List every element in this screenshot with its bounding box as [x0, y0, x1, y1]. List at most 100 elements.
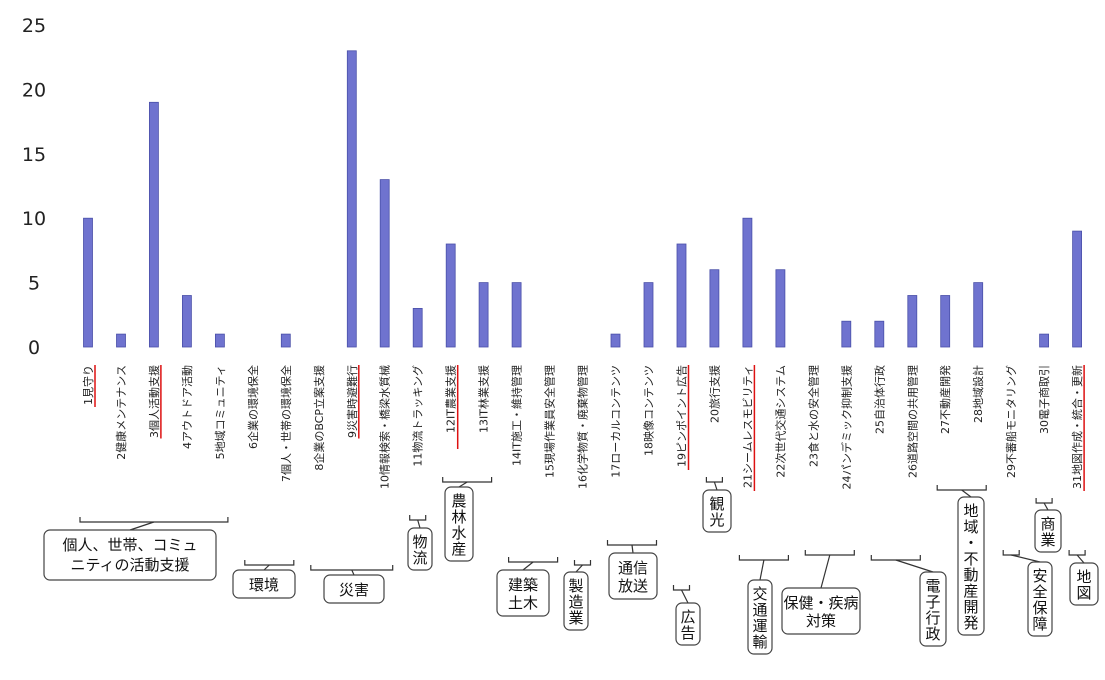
group-callout: [957, 496, 985, 636]
group-callout: [496, 569, 550, 617]
group-label: 観光: [709, 495, 724, 529]
group-label: 地域・不動産開発: [963, 502, 978, 632]
group-bracket: [442, 477, 493, 483]
group-bracket: [573, 560, 592, 566]
group-callout: [675, 602, 701, 646]
group-connector: [961, 489, 972, 498]
group-bracket: [508, 557, 559, 563]
group-connector: [759, 559, 765, 581]
group-label: 電子行政: [925, 577, 940, 643]
group-callout: [1069, 562, 1099, 606]
group-connector: [458, 481, 468, 488]
group-connector: [631, 544, 634, 554]
category-label: 28地域設計: [971, 365, 985, 423]
group-connector: [820, 554, 831, 589]
category-label: 29不審船モニタリング: [1004, 365, 1018, 478]
group-connector: [680, 589, 689, 604]
group-callout: [781, 587, 861, 635]
group-callout: [608, 552, 658, 600]
group-label: 広告: [680, 608, 695, 642]
bar: [148, 101, 159, 348]
bar: [610, 333, 621, 348]
group-connector: [1011, 554, 1041, 563]
category-label: 18映像コンテンツ: [643, 365, 656, 456]
y-tick-label: 15: [22, 144, 46, 166]
group-callout: [323, 574, 385, 604]
bar: [445, 243, 456, 348]
bar: [940, 295, 951, 348]
group-callout: [702, 489, 732, 533]
group-bracket: [606, 540, 658, 546]
group-callout: [563, 571, 589, 631]
group-label: 物流: [412, 533, 427, 567]
group-bracket: [705, 477, 723, 483]
group-bracket: [1068, 550, 1086, 556]
y-axis: 0 5 10 15 20 25: [22, 15, 46, 359]
bar: [379, 179, 390, 348]
y-tick-label: 25: [22, 15, 46, 37]
bar: [1039, 333, 1049, 348]
bar: [742, 217, 753, 348]
group-label: 個人、世帯、コミュニティの活動支援: [62, 536, 197, 574]
category-label: 20旅行支援: [707, 365, 721, 423]
group-connector: [522, 561, 534, 571]
category-label: 9災害時避難行: [345, 365, 359, 438]
group-bracket: [79, 517, 229, 523]
category-label: 11物流トラッキング: [411, 365, 425, 467]
group-connector: [1043, 502, 1049, 511]
group-bracket: [244, 560, 295, 566]
group-callout: [444, 486, 474, 562]
group-callout: [232, 569, 296, 599]
category-label: 21シームレスモビリティ: [741, 365, 754, 488]
category-label: 26道路空間の共用管理: [905, 365, 919, 478]
category-label: 16化学物質・廃棄物管理: [576, 365, 590, 489]
group-connector: [129, 521, 155, 531]
bar: [346, 50, 357, 348]
group-bracket: [936, 485, 987, 491]
group-bracket: [804, 550, 855, 556]
group-callout: [747, 579, 773, 655]
group-connector: [1076, 554, 1085, 564]
group-bracket: [738, 555, 789, 561]
category-label: 23食と水の安全管理: [806, 365, 820, 467]
category-label: 13IT林業支援: [477, 365, 491, 433]
category-label: 31地図作成・統合・更新: [1070, 365, 1084, 489]
category-label: 27不動産開発: [938, 365, 952, 434]
category-label: 14IT施工・維持管理: [510, 365, 524, 466]
group-label: 災害: [339, 581, 369, 599]
group-connector: [575, 564, 583, 573]
bar: [775, 269, 786, 348]
category-label: 5地域コミュニティ: [214, 365, 227, 459]
bar: [973, 282, 984, 348]
category-label: 22次世代交通システム: [773, 365, 787, 478]
category-label: 15現場作業員安全管理: [543, 365, 557, 478]
group-label: 地図: [1076, 568, 1091, 602]
category-label: 7個人・世帯の環境保全: [279, 365, 293, 482]
group-bracket: [1002, 550, 1020, 556]
group-connector: [713, 481, 718, 491]
bar: [511, 282, 522, 348]
category-label: 12IT農業支援: [444, 365, 458, 433]
bar: [907, 295, 918, 348]
bar: [280, 333, 291, 348]
bar: [1072, 230, 1082, 348]
group-connector: [263, 564, 270, 571]
group-callout: [919, 571, 947, 647]
category-label: 19ピンポイント広告: [676, 365, 689, 467]
group-label: 交通運輸: [752, 585, 767, 651]
group-connector: [417, 519, 421, 529]
group-callout: [1034, 509, 1062, 553]
group-bracket: [672, 585, 691, 591]
y-tick-label: 5: [28, 273, 40, 295]
category-label: 10情報検索・橋梁水質械: [378, 365, 392, 489]
group-label: 製造業: [568, 577, 583, 627]
group-label: 農林水産: [451, 492, 466, 558]
group-label: 通信放送: [618, 559, 648, 595]
bar: [412, 307, 423, 348]
y-tick-label: 10: [22, 208, 46, 230]
category-labels: 1見守り 2健康メンテナンス 3個人活動支援 4アウトドア活動 5地域コミュニティ 6企業…: [81, 365, 1085, 491]
bar: [181, 295, 192, 348]
group-label: 保健・疾病対策: [783, 594, 858, 630]
bar: [83, 217, 93, 348]
y-tick-label: 20: [22, 79, 46, 101]
